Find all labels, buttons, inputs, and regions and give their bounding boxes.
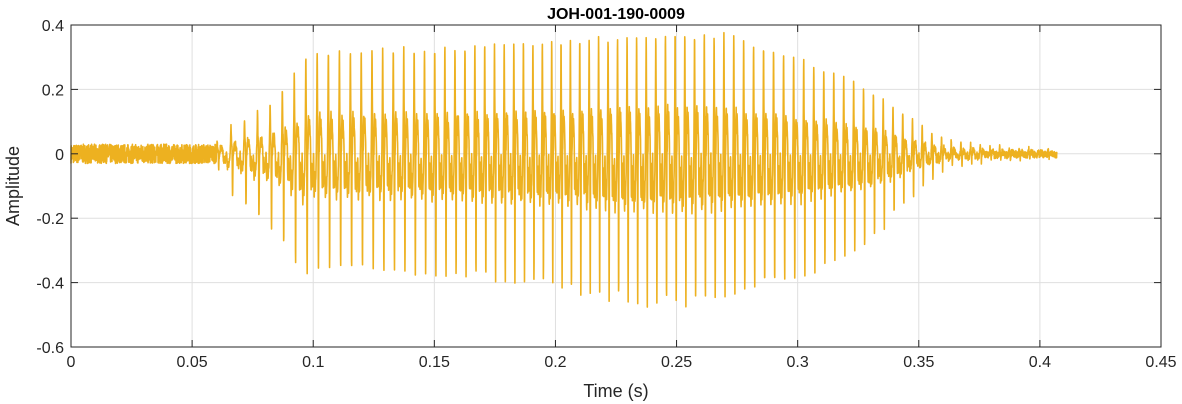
x-tick-label: 0.4: [1029, 354, 1051, 371]
y-tick-label: -0.2: [36, 211, 64, 228]
y-tick-label: 0: [55, 147, 64, 164]
x-tick-label: 0.3: [787, 354, 809, 371]
x-axis: 0 0.05 0.1 0.15 0.2 0.25 0.3 0.35 0.4 0.45: [67, 25, 1177, 371]
x-axis-label: Time (s): [583, 381, 648, 401]
y-axis: 0.4 0.2 0 -0.2 -0.4 -0.6: [36, 18, 1161, 357]
signal-layer: [70, 31, 1058, 308]
y-tick-label: -0.6: [36, 340, 64, 357]
x-tick-label: 0.2: [544, 354, 566, 371]
x-tick-label: 0.05: [177, 354, 208, 371]
x-tick-label: 0.45: [1145, 354, 1176, 371]
plot-box: [70, 24, 1162, 348]
x-tick-label: 0.35: [903, 354, 934, 371]
x-tick-label: 0.25: [661, 354, 692, 371]
y-tick-label: 0.4: [42, 18, 64, 35]
y-tick-label: -0.4: [36, 276, 64, 293]
signal-series-line: [70, 31, 1058, 308]
x-tick-label: 0.1: [302, 354, 324, 371]
x-tick-label: 0: [67, 354, 76, 371]
y-tick-label: 0.2: [42, 82, 64, 99]
chart-title: JOH-001-190-0009: [547, 6, 685, 23]
x-tick-label: 0.15: [419, 354, 450, 371]
y-axis-label: Amplitude: [3, 146, 23, 226]
